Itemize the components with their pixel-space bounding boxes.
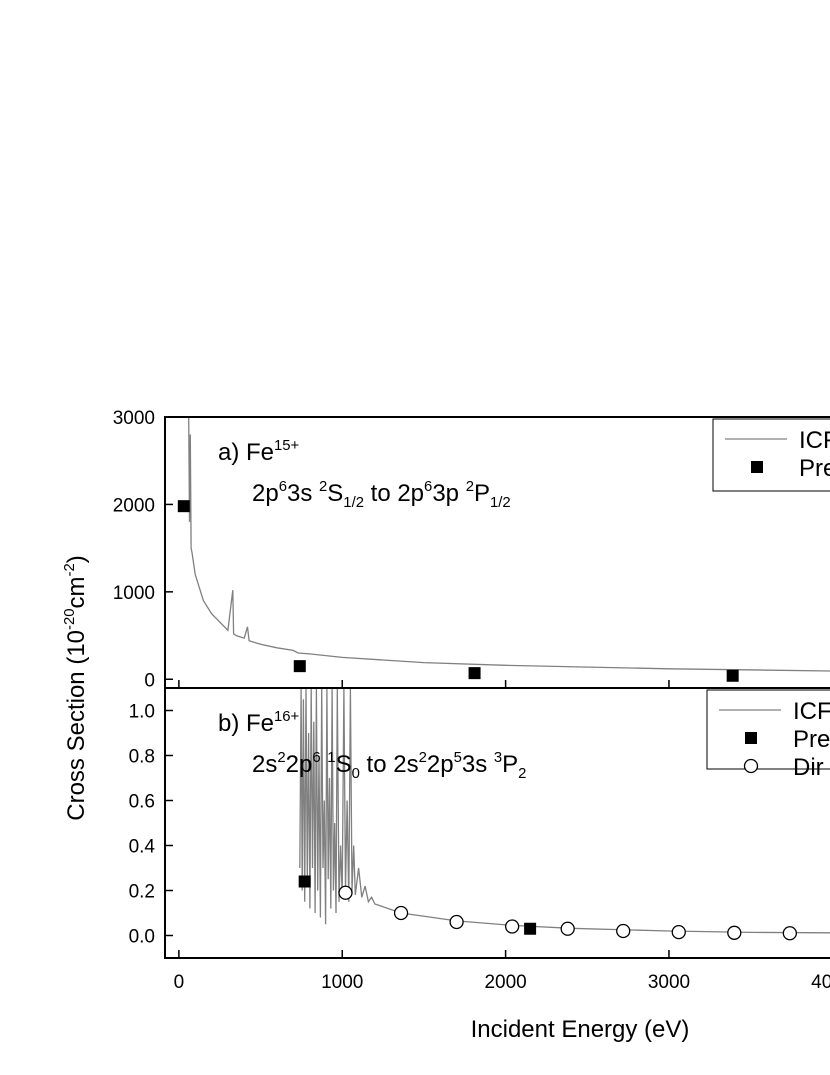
legend-swatch — [743, 758, 759, 774]
text-segment — [321, 751, 328, 778]
y-axis-label: Cross Section (10-20cm-2) — [62, 555, 90, 820]
legend-box — [706, 689, 830, 770]
text-segment: a) Fe — [218, 439, 274, 466]
text-segment: 2p — [427, 751, 454, 778]
annotation-title: b) Fe16+ — [218, 709, 299, 737]
y-tick-label: 1000 — [113, 583, 155, 604]
text-segment: cm — [63, 576, 90, 608]
y-tick-label: 3000 — [113, 408, 155, 429]
text-segment: 0 — [352, 766, 360, 782]
text-segment: 16+ — [274, 709, 299, 725]
y-tick-label: 0.8 — [129, 747, 155, 768]
plot-area — [177, 417, 830, 682]
text-segment: 2s — [252, 751, 277, 778]
y-tick-label: 0.0 — [129, 927, 155, 948]
x-tick-label: 3000 — [648, 972, 690, 993]
text-segment: 15+ — [274, 438, 299, 454]
circle-marker — [393, 905, 409, 921]
x-tick-label: 0 — [174, 972, 185, 993]
legend-box — [712, 418, 830, 492]
y-tick-label: 0.6 — [129, 792, 155, 813]
circle-marker — [504, 919, 520, 934]
text-segment: 6 — [424, 479, 432, 495]
text-segment: 2 — [277, 750, 285, 766]
x-tick-label: 2000 — [484, 972, 526, 993]
circle-marker — [782, 926, 797, 941]
legend-label: ICF — [793, 698, 830, 725]
annotation-transition: 2p63s 2S1/2 to 2p63p 2P1/2 — [252, 479, 511, 511]
text-segment: 1/2 — [490, 495, 511, 511]
text-segment: 6 — [312, 750, 320, 766]
circle-marker — [338, 885, 353, 900]
annotation-transition: 2s22p6 1S0 to 2s22p53s 3P2 — [252, 750, 526, 782]
text-segment: to 2s — [360, 751, 419, 778]
text-segment: 3s — [462, 751, 494, 778]
text-segment: 1/2 — [343, 495, 364, 511]
text-segment: P — [474, 480, 490, 507]
legend-label: Pre — [799, 455, 830, 482]
text-segment: -20 — [62, 608, 78, 630]
text-segment: 1 — [327, 750, 335, 766]
circle-marker — [449, 914, 464, 930]
text-segment: 2 — [518, 766, 526, 782]
square-marker — [726, 669, 739, 682]
text-segment: 2p — [252, 480, 279, 507]
legend-swatch — [745, 732, 757, 744]
text-segment: S — [336, 751, 352, 778]
text-segment: 3 — [494, 750, 502, 766]
text-segment: to 2p — [364, 480, 424, 507]
y-tick-label: 0.2 — [129, 882, 155, 903]
text-segment: 2p — [286, 751, 313, 778]
y-tick-label: 0 — [144, 670, 155, 691]
text-segment: 2 — [319, 479, 327, 495]
text-segment: 5 — [454, 750, 462, 766]
legend-label: Pre — [793, 726, 830, 753]
text-segment: -2 — [62, 563, 78, 576]
data-line — [188, 417, 830, 672]
x-tick-label: 4000 — [811, 972, 830, 993]
square-marker — [298, 875, 311, 888]
legend-swatch — [751, 461, 763, 473]
square-marker — [177, 500, 190, 513]
plot-area — [298, 688, 830, 941]
circle-marker — [560, 921, 575, 936]
text-segment: 3p — [432, 480, 465, 507]
text-segment: b) Fe — [218, 710, 274, 737]
plot-frame — [164, 687, 830, 959]
legend-label: ICF — [799, 427, 830, 454]
legend-label: Dir — [793, 754, 824, 781]
circle-marker — [727, 925, 742, 940]
y-tick-label: 2000 — [113, 495, 155, 516]
text-segment: ) — [63, 555, 90, 563]
text-segment: S — [327, 480, 343, 507]
y-tick-label: 1.0 — [129, 702, 155, 723]
x-tick-label: 1000 — [321, 972, 363, 993]
square-marker — [293, 660, 306, 673]
annotation-title: a) Fe15+ — [218, 438, 299, 466]
x-axis-label: Incident Energy (eV) — [471, 1016, 690, 1043]
square-marker — [524, 922, 537, 935]
text-segment: 6 — [279, 479, 287, 495]
text-segment: 3s — [287, 480, 319, 507]
text-segment: Cross Section (10 — [63, 630, 90, 821]
text-segment: 2 — [466, 479, 474, 495]
text-segment: 2 — [419, 750, 427, 766]
square-marker — [468, 667, 481, 680]
y-tick-label: 0.4 — [129, 837, 156, 858]
circle-marker — [671, 924, 686, 940]
data-line — [299, 688, 830, 934]
circle-marker — [616, 923, 631, 939]
text-segment: P — [502, 751, 518, 778]
